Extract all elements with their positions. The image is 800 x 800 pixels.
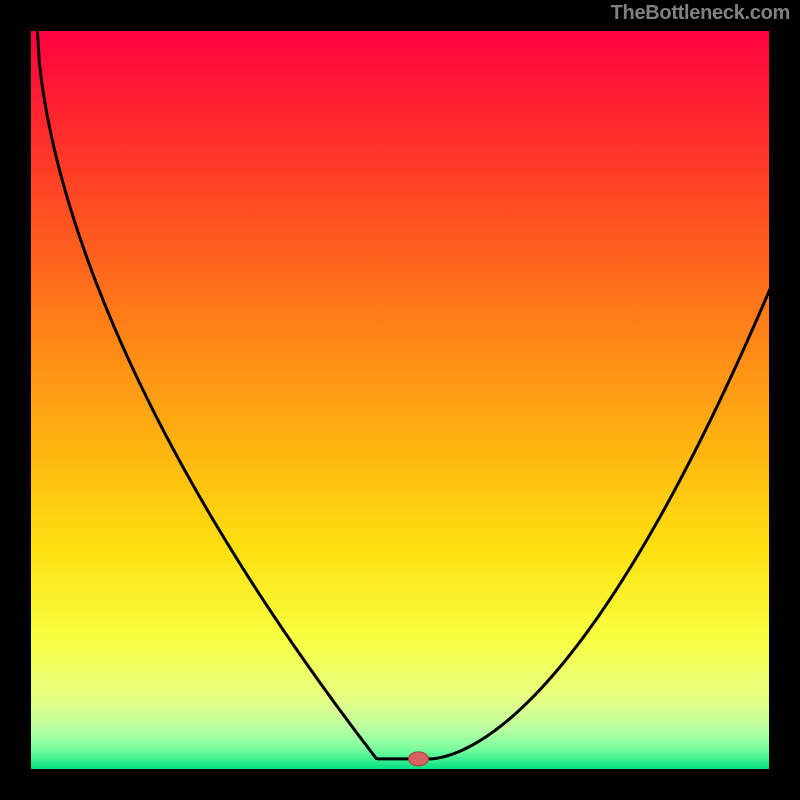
watermark-text: TheBottleneck.com xyxy=(611,2,790,25)
bottleneck-marker xyxy=(409,752,429,766)
chart-svg xyxy=(0,0,800,800)
bottleneck-chart: TheBottleneck.com xyxy=(0,0,800,800)
plot-area xyxy=(30,30,770,770)
